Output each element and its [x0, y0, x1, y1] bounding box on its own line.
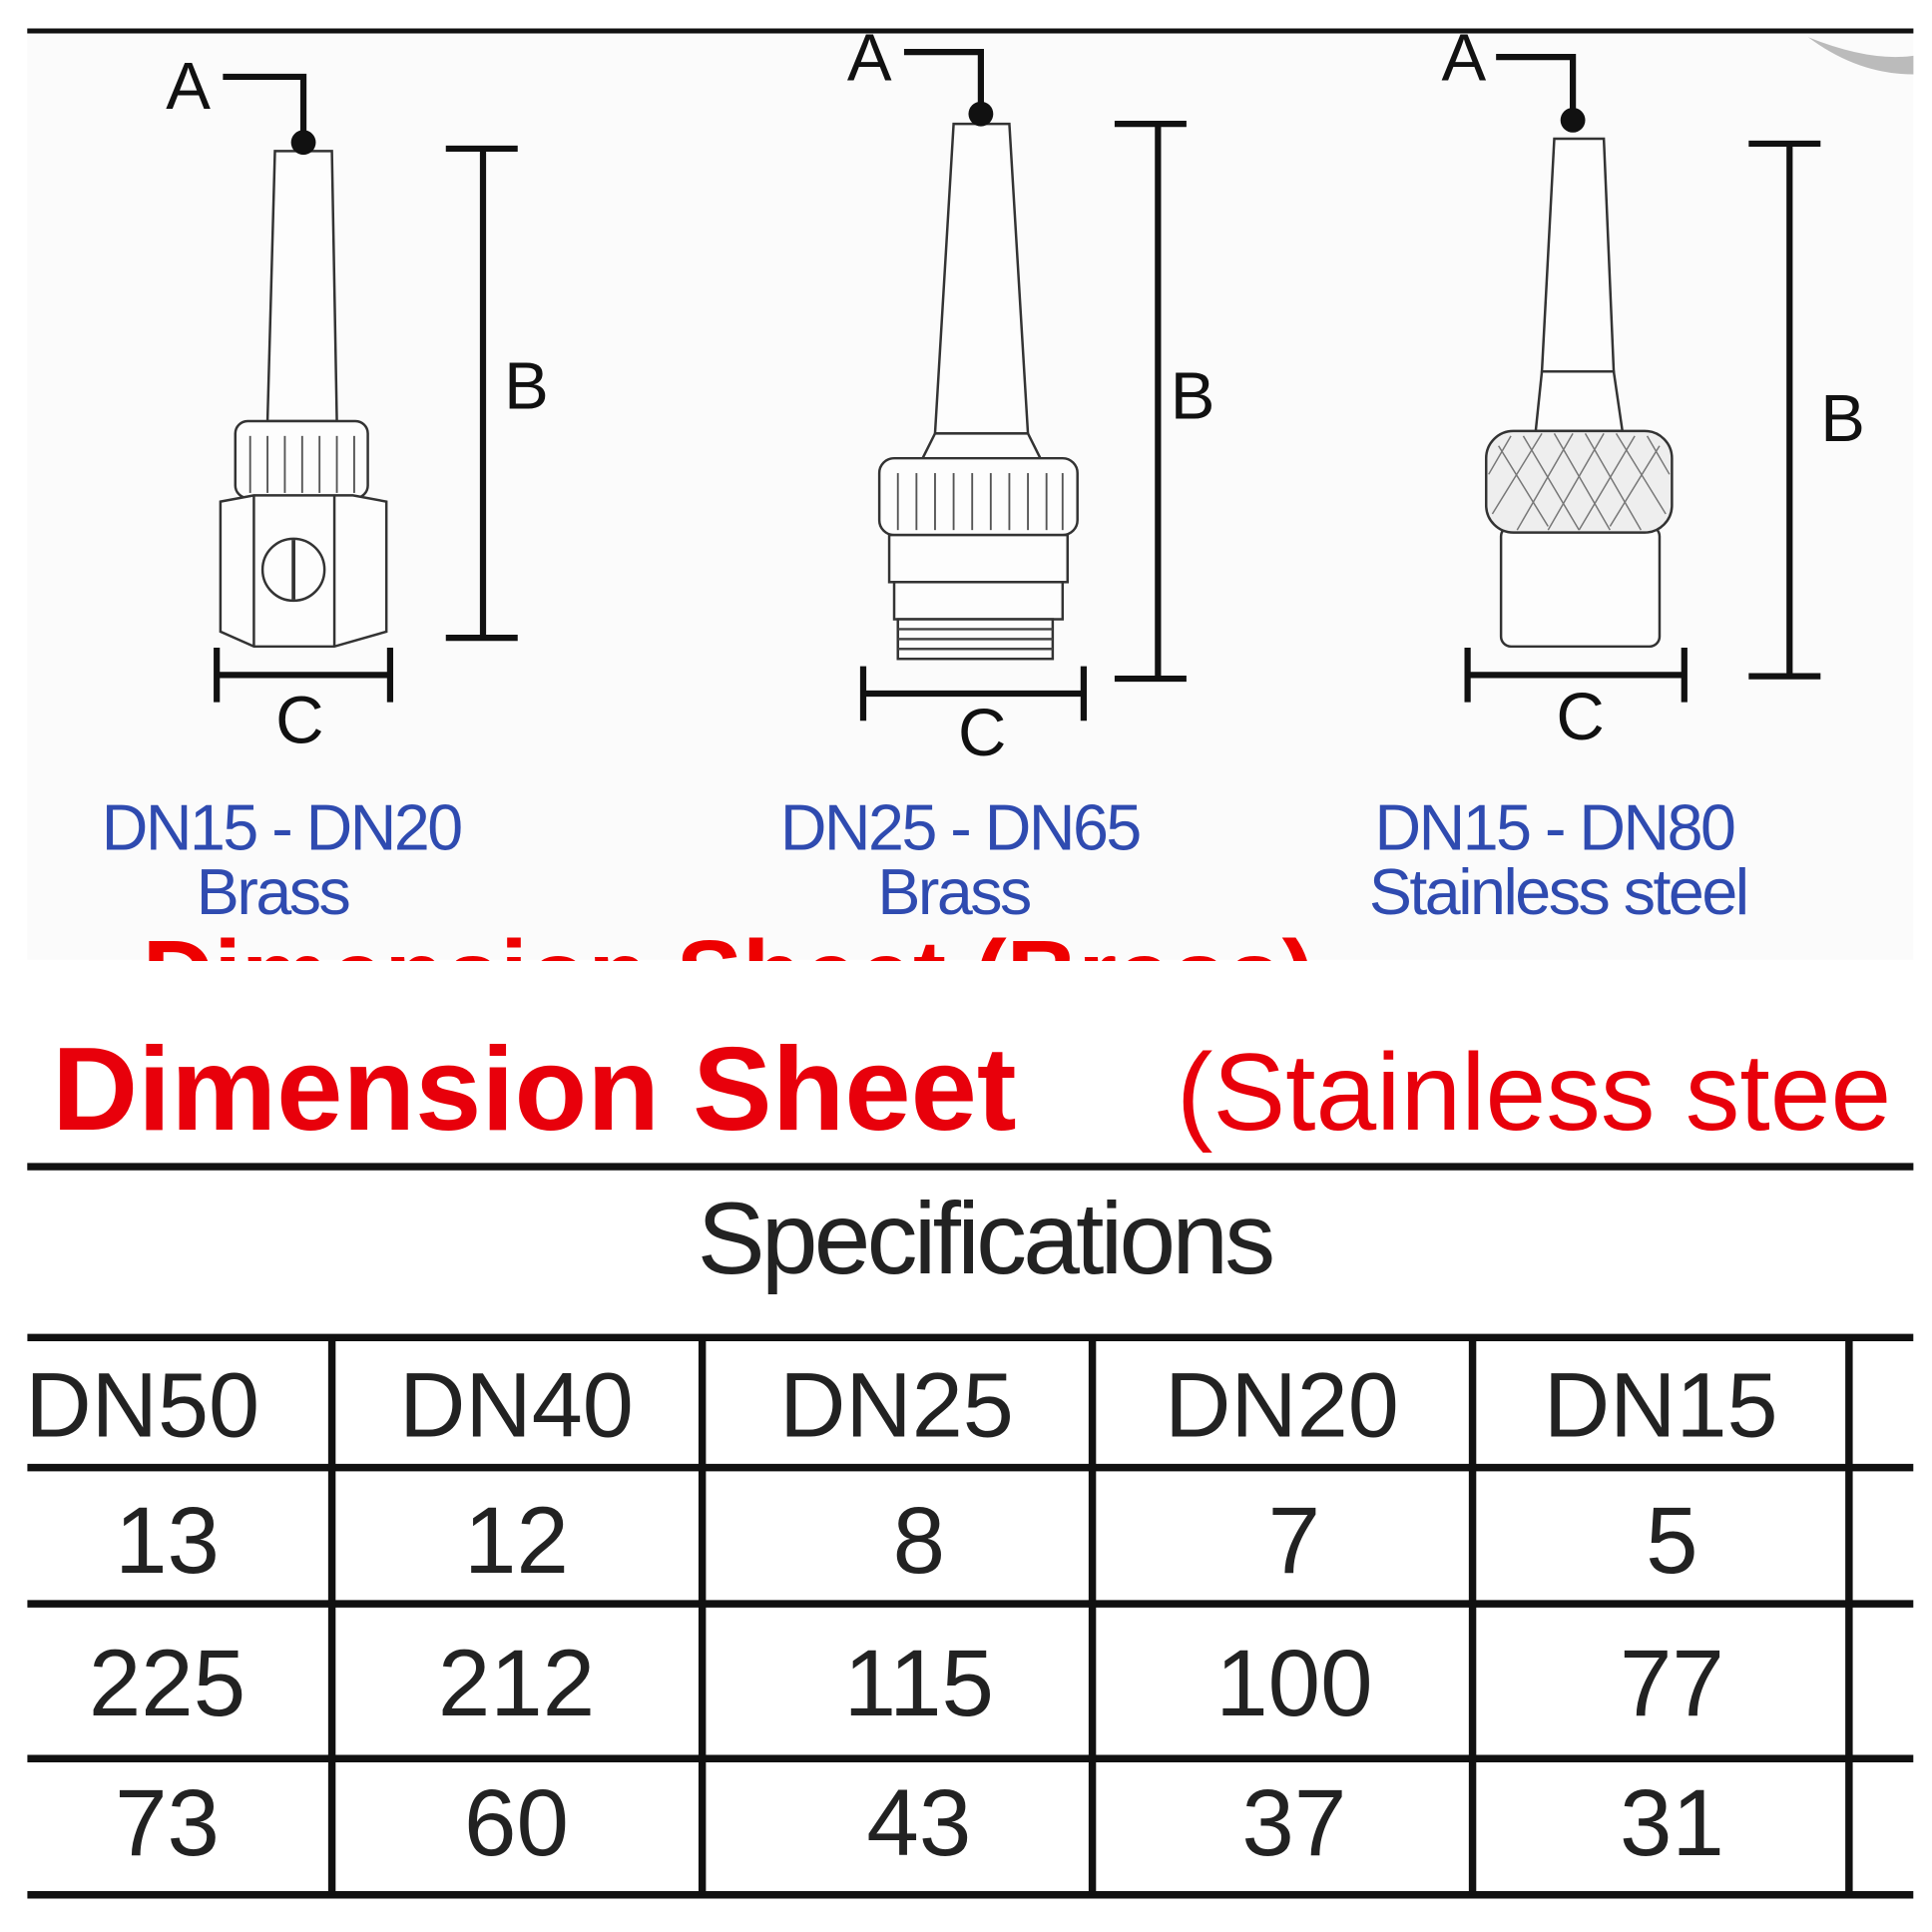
table-cell: 60: [464, 1770, 569, 1875]
column-header: DN50: [25, 1355, 259, 1457]
material: Brass: [197, 856, 349, 928]
nozzle-drawing: [877, 122, 1079, 661]
width-bracket: [214, 648, 394, 703]
size-range: DN15 - DN20: [102, 791, 462, 863]
size-range: DN25 - DN65: [780, 791, 1141, 863]
leader-line: [1496, 53, 1577, 121]
leader-dot: [290, 130, 316, 156]
nozzle-drawing: [219, 150, 388, 649]
width-bracket: [859, 666, 1087, 722]
title: Dimension Sheet: [52, 1023, 1016, 1156]
table-cell: 8: [893, 1488, 945, 1593]
dimension-label: C: [958, 696, 1006, 770]
table-cell: 77: [1620, 1631, 1724, 1735]
table-cell: 12: [464, 1488, 569, 1593]
title-suffix: (Stainless stee: [1177, 1032, 1891, 1154]
table-cell: 31: [1620, 1770, 1724, 1875]
table-cell: 37: [1241, 1770, 1346, 1875]
column-header: DN15: [1544, 1355, 1778, 1457]
table-cell: 115: [844, 1631, 994, 1735]
cut-off-heading: Dimension Sheet (Brass): [143, 920, 1315, 1031]
width-bracket: [1464, 648, 1688, 703]
table-caption: Specifications: [698, 1182, 1273, 1295]
dimension-label: B: [504, 349, 549, 424]
column-header: DN20: [1165, 1355, 1399, 1457]
leader-line: [903, 49, 984, 115]
dimension-label: A: [166, 49, 211, 124]
table-cell: 13: [115, 1488, 220, 1593]
nozzle-drawing: [1484, 137, 1674, 649]
material: Brass: [877, 856, 1030, 928]
leader-dot: [968, 101, 994, 127]
table-cell: 73: [115, 1770, 220, 1875]
table-cell: 5: [1646, 1488, 1697, 1593]
dimension-label: A: [1442, 21, 1487, 96]
column-header: DN40: [399, 1355, 634, 1457]
dimension-label: A: [847, 21, 892, 96]
height-bracket: [445, 145, 518, 642]
table-cell: 7: [1268, 1488, 1320, 1593]
material: Stainless steel: [1369, 856, 1747, 928]
table-cell: 212: [438, 1631, 595, 1735]
dimension-label: B: [1171, 358, 1215, 433]
table-cell: 100: [1215, 1631, 1372, 1735]
corner-fragment: [1807, 37, 1914, 75]
table-cell: 43: [866, 1770, 971, 1875]
table-cell: 225: [89, 1631, 245, 1735]
size-range: DN15 - DN80: [1375, 791, 1735, 863]
lower-panel: [27, 978, 1914, 1932]
dimension-label: B: [1820, 381, 1865, 456]
dimension-label: C: [1556, 680, 1604, 754]
column-header: DN25: [779, 1355, 1014, 1457]
height-bracket: [1114, 121, 1187, 683]
leader-dot: [1560, 107, 1586, 133]
height-bracket: [1748, 140, 1821, 680]
dimension-label: C: [275, 684, 323, 758]
leader-line: [223, 73, 307, 143]
